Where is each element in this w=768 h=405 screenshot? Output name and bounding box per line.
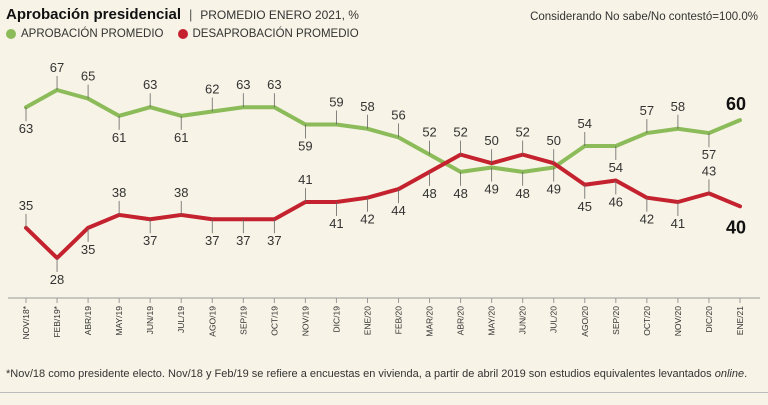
data-label: 50 xyxy=(547,133,561,148)
x-tick-label: JUL/20 xyxy=(549,306,559,333)
x-tick-label: DIC/19 xyxy=(331,306,341,333)
data-label: 63 xyxy=(19,121,33,136)
data-label: 62 xyxy=(205,82,219,97)
footnote-emphasis: online xyxy=(714,368,745,380)
legend-swatch-approval xyxy=(6,29,16,39)
data-label: 59 xyxy=(298,138,312,153)
data-label: 48 xyxy=(422,186,436,201)
data-label: 59 xyxy=(329,94,343,109)
data-label: 65 xyxy=(81,69,95,84)
data-label: 48 xyxy=(453,186,467,201)
series-line-disapproval xyxy=(24,152,742,260)
line-chart: NOV/18* FEB/19* ABR/19 MAY/19 JUN/19 JUL/19 AG… xyxy=(8,60,760,340)
data-label: 41 xyxy=(329,216,343,231)
data-label: 28 xyxy=(50,272,64,287)
x-tick-label: SEP/19 xyxy=(238,306,248,335)
data-label: 52 xyxy=(515,125,529,140)
legend-label-disapproval: DESAPROBACIÓN PROMEDIO xyxy=(192,28,359,40)
x-tick-label: AGO/20 xyxy=(580,306,590,337)
footnote-end: . xyxy=(744,368,748,380)
data-label: 41 xyxy=(671,216,685,231)
data-label: 48 xyxy=(515,186,529,201)
chart-title: Aprobación presidencial xyxy=(6,6,182,23)
data-label: 37 xyxy=(236,233,250,248)
x-tick-label: NOV/20 xyxy=(673,306,683,337)
data-label: 35 xyxy=(19,198,33,213)
data-label: 61 xyxy=(174,130,188,145)
x-tick-label: ENE/20 xyxy=(362,306,372,336)
data-label: 63 xyxy=(143,77,157,92)
data-label: 58 xyxy=(671,99,685,114)
data-label: 37 xyxy=(267,233,281,248)
data-label-final: 40 xyxy=(726,217,746,237)
x-tick-label: ENE/21 xyxy=(735,306,745,336)
data-label: 54 xyxy=(609,160,623,175)
data-label: 61 xyxy=(112,130,126,145)
data-label: 45 xyxy=(578,199,592,214)
x-tick-label: MAR/20 xyxy=(425,306,435,337)
data-label: 42 xyxy=(360,212,374,227)
legend-label-approval: APROBACIÓN PROMEDIO xyxy=(21,28,164,40)
chart-note: Considerando No sabe/No contestó=100.0% xyxy=(530,11,758,23)
x-tick-label: OCT/20 xyxy=(642,306,652,336)
data-label-final: 60 xyxy=(726,94,746,114)
data-label: 56 xyxy=(391,107,405,122)
data-label: 43 xyxy=(702,163,716,178)
chart-subtitle: PROMEDIO ENERO 2021, % xyxy=(200,8,359,22)
legend-item-approval: APROBACIÓN PROMEDIO xyxy=(6,28,164,40)
x-tick-label: NOV/18* xyxy=(21,305,31,339)
x-tick-label: JUN/20 xyxy=(518,306,528,335)
data-label: 35 xyxy=(81,242,95,257)
x-tick-label: FEB/19* xyxy=(52,305,62,337)
data-label: 63 xyxy=(267,77,281,92)
x-tick-label: FEB/20 xyxy=(394,306,404,335)
data-label: 52 xyxy=(453,125,467,140)
x-tick-label: DIC/20 xyxy=(704,306,714,333)
x-tick-label: AGO/19 xyxy=(207,306,217,337)
x-tick-label: JUL/19 xyxy=(176,306,186,333)
data-label: 58 xyxy=(360,99,374,114)
x-tick-label: NOV/19 xyxy=(300,306,310,337)
data-label: 67 xyxy=(50,60,64,75)
data-label: 57 xyxy=(640,103,654,118)
data-label: 41 xyxy=(298,172,312,187)
legend-swatch-disapproval xyxy=(177,29,188,39)
data-label: 37 xyxy=(205,233,219,248)
chart-header: Aprobación presidencial | PROMEDIO ENERO… xyxy=(6,6,359,23)
data-label: 44 xyxy=(391,203,405,218)
data-label: 54 xyxy=(578,116,592,131)
data-label: 50 xyxy=(484,133,498,148)
footnote-text: *Nov/18 como presidente electo. Nov/18 y… xyxy=(6,368,715,380)
title-separator: | xyxy=(188,7,193,22)
x-tick-label: SEP/20 xyxy=(611,306,621,335)
legend-item-disapproval: DESAPROBACIÓN PROMEDIO xyxy=(177,28,359,40)
chart-legend: APROBACIÓN PROMEDIO DESAPROBACIÓN PROMED… xyxy=(6,28,359,40)
x-tick-label: ABR/19 xyxy=(83,306,93,336)
x-tick-label: MAY/20 xyxy=(487,306,497,336)
data-label: 63 xyxy=(236,77,250,92)
series-line-approval xyxy=(24,88,742,174)
data-label: 38 xyxy=(112,185,126,200)
data-label: 57 xyxy=(702,147,716,162)
data-label: 49 xyxy=(484,182,498,197)
x-tick-label: OCT/19 xyxy=(269,306,279,336)
data-label: 37 xyxy=(143,233,157,248)
data-label: 52 xyxy=(422,125,436,140)
data-label: 49 xyxy=(547,182,561,197)
data-label: 38 xyxy=(174,185,188,200)
x-tick-label: MAY/19 xyxy=(114,306,124,336)
data-label: 42 xyxy=(640,212,654,227)
x-tick-label: JUN/19 xyxy=(145,306,155,335)
data-label: 46 xyxy=(609,194,623,209)
footnote: *Nov/18 como presidente electo. Nov/18 y… xyxy=(6,368,747,380)
bottom-rule xyxy=(0,392,768,393)
x-tick-label: ABR/20 xyxy=(456,306,466,336)
